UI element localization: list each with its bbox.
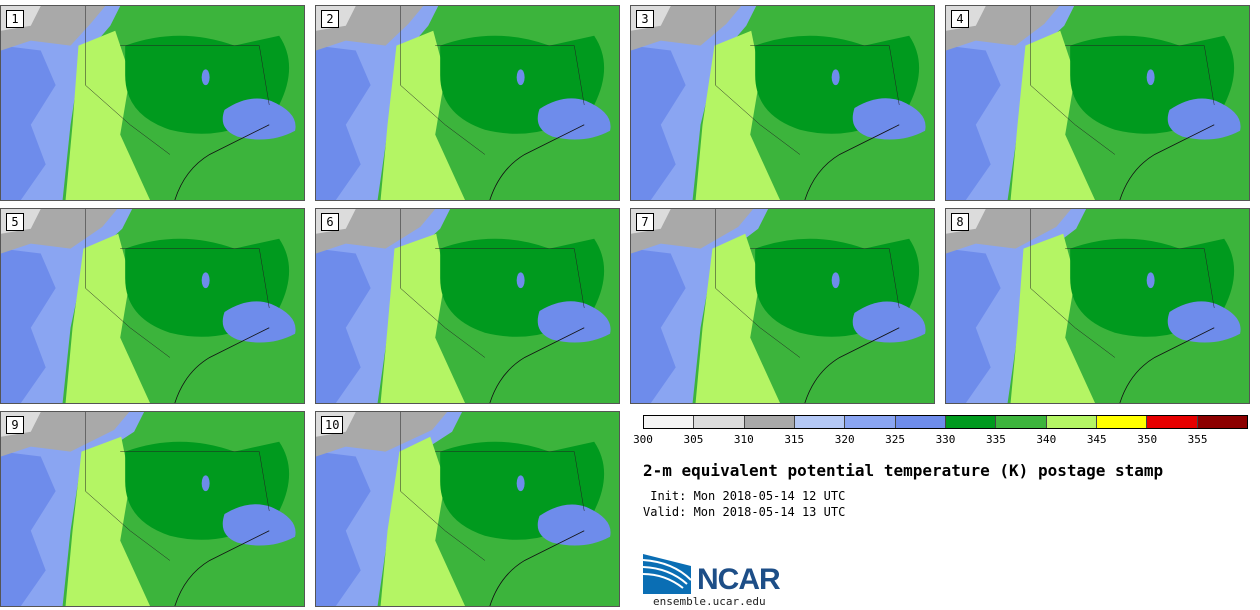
member-number: 1: [6, 10, 24, 28]
colorbar-cell: [694, 416, 745, 428]
valid-time: Valid: Mon 2018-05-14 13 UTC: [643, 505, 846, 519]
init-time: Init: Mon 2018-05-14 12 UTC: [643, 489, 846, 503]
member-number: 10: [321, 416, 344, 434]
colorbar-cell: [1197, 416, 1247, 428]
map-panel: 6: [315, 208, 620, 404]
colorbar-cell: [794, 416, 846, 428]
colorbar-labels: 300 305 310 315 320 325 330 335 340 345 350 355: [633, 433, 1248, 447]
colorbar-cell: [1147, 416, 1198, 428]
colorbar-tick-label: 345: [1086, 433, 1107, 446]
colorbar-cell: [1096, 416, 1148, 428]
colorbar-tick-label: 340: [1036, 433, 1057, 446]
map-panel: 10: [315, 411, 620, 607]
member-number: 6: [321, 213, 339, 231]
map-panel: 7: [630, 208, 935, 404]
map-panel: 8: [945, 208, 1250, 404]
ncar-url: ensemble.ucar.edu: [653, 595, 766, 608]
member-number: 4: [951, 10, 969, 28]
ncar-logo: [643, 554, 692, 594]
colorbar-tick-label: 330: [935, 433, 956, 446]
map-panel: 3: [630, 5, 935, 201]
colorbar-cell: [895, 416, 946, 428]
member-number: 3: [636, 10, 654, 28]
colorbar-tick-label: 335: [985, 433, 1006, 446]
colorbar-cell: [945, 416, 997, 428]
colorbar-cell: [1046, 416, 1097, 428]
member-number: 8: [951, 213, 969, 231]
colorbar-tick-label: 300: [633, 433, 653, 446]
colorbar-tick-label: 305: [683, 433, 704, 446]
member-number: 5: [6, 213, 24, 231]
map-panel: 1: [0, 5, 305, 201]
colorbar: [643, 415, 1248, 429]
member-number: 9: [6, 416, 24, 434]
colorbar-cell: [845, 416, 896, 428]
colorbar-cell: [996, 416, 1047, 428]
colorbar-cell: [644, 416, 695, 428]
member-number: 2: [321, 10, 339, 28]
map-panel: 9: [0, 411, 305, 607]
map-title: 2-m equivalent potential temperature (K)…: [643, 461, 1164, 480]
colorbar-cell: [744, 416, 795, 428]
map-panel: 5: [0, 208, 305, 404]
colorbar-tick-label: 310: [733, 433, 754, 446]
colorbar-tick-label: 355: [1187, 433, 1208, 446]
ncar-logo-text: NCAR: [697, 563, 781, 596]
member-number: 7: [636, 213, 654, 231]
colorbar-tick-label: 350: [1137, 433, 1158, 446]
colorbar-tick-label: 325: [885, 433, 906, 446]
colorbar-tick-label: 320: [834, 433, 855, 446]
map-panel: 2: [315, 5, 620, 201]
colorbar-tick-label: 315: [784, 433, 805, 446]
map-panel: 4: [945, 5, 1250, 201]
